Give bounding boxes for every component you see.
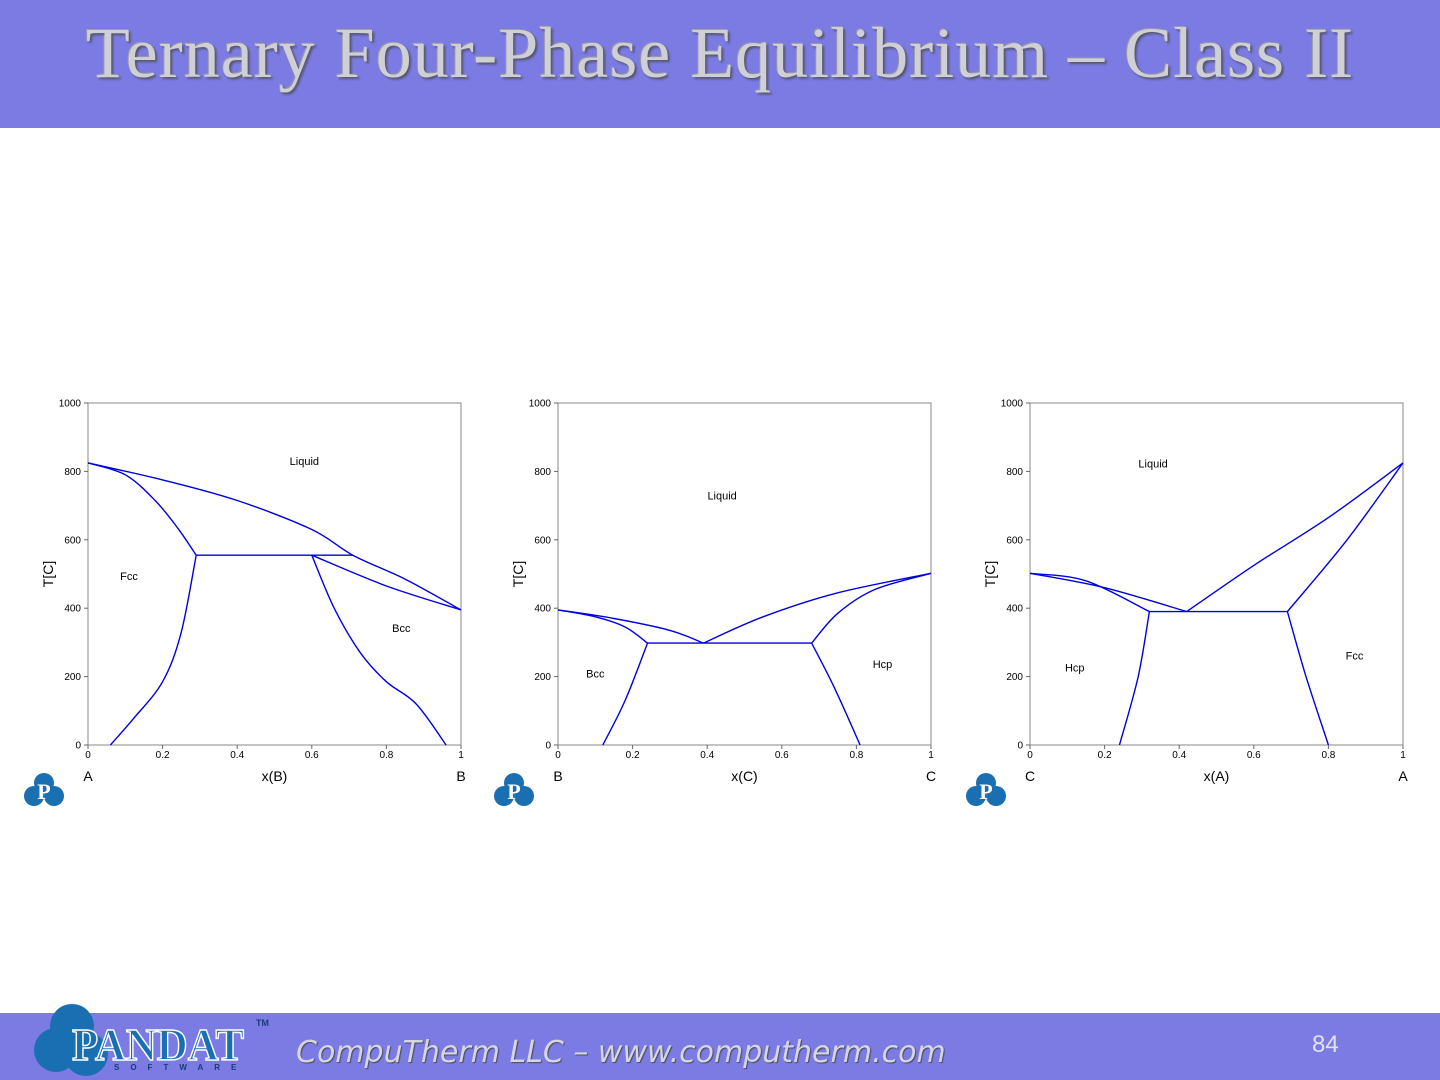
small-logo-letter: P (979, 779, 992, 804)
pandat-logo: PANDAT TM SOFTWARE (34, 1004, 269, 1076)
x-tick-label: 0.2 (1098, 750, 1112, 761)
logo-subtext: SOFTWARE (114, 1063, 247, 1072)
x-tick-label: 1 (458, 750, 464, 761)
x-tick-label: 0.4 (1172, 750, 1186, 761)
plot-frame (87, 402, 462, 746)
logo-blob-icon (64, 1032, 108, 1076)
logo-wordmark: PANDAT (72, 1019, 244, 1070)
y-axis-label: T[C] (982, 561, 998, 587)
y-tick-label: 400 (1006, 604, 1023, 615)
y-tick-label: 200 (1006, 672, 1023, 683)
y-tick-label: 200 (534, 672, 551, 683)
pandat-small-logo-icon: P (966, 773, 1006, 806)
phase-boundary-line (1118, 611, 1151, 746)
y-tick-label: 0 (545, 741, 551, 752)
y-tick-label: 0 (1017, 741, 1023, 752)
x-tick-label: 0.4 (230, 750, 244, 761)
phase-boundary-line (602, 642, 649, 746)
y-tick-label: 200 (64, 672, 81, 683)
plot-frame (1029, 402, 1404, 746)
right-end-label: C (926, 768, 936, 784)
phase-boundary-line (557, 609, 704, 644)
phase-diagram-b-c-svg: 0 200 400 600 800 1000 0 0.2 0.4 0.6 0.8 1 x(C) B C T[C… (510, 399, 936, 785)
y-tick-label: 400 (64, 604, 81, 615)
pandat-small-logo-icon: P (24, 773, 64, 806)
phase-region-label: Fcc (1346, 651, 1364, 663)
page-number: 84 (1312, 1031, 1339, 1058)
x-tick-label: 0 (1027, 750, 1033, 761)
phase-boundary-line (703, 572, 932, 644)
footer-tagline: CompuTherm LLC – www.computherm.com (296, 1035, 946, 1070)
slide-title: Ternary Four-Phase Equilibrium – Class I… (85, 13, 1355, 93)
phase-boundary-line (109, 555, 197, 746)
y-tick-label: 600 (1006, 535, 1023, 546)
y-tick-label: 800 (534, 467, 551, 478)
y-tick-label: 600 (534, 535, 551, 546)
y-tick-label: 800 (1006, 467, 1023, 478)
phase-diagram-a-b-svg: 0 200 400 600 800 1000 0 0.2 0.4 0.6 0.8 1 x(B) A B T[C… (40, 399, 466, 785)
x-tick-label: 0 (555, 750, 561, 761)
x-axis-label: x(B) (262, 768, 288, 784)
phase-region-label: Hcp (1065, 662, 1085, 674)
phase-region-label: Liquid (290, 456, 319, 468)
left-end-label: A (83, 768, 93, 784)
x-tick-label: 0.2 (156, 750, 170, 761)
y-tick-label: 800 (64, 467, 81, 478)
phase-region-label: Hcp (873, 659, 893, 671)
pandat-small-logo-icon: P (494, 773, 534, 806)
x-axis-label: x(A) (1204, 768, 1230, 784)
x-tick-label: 0.6 (775, 750, 789, 761)
y-tick-label: 0 (75, 741, 81, 752)
phase-boundary-line (87, 462, 462, 611)
y-tick-label: 400 (534, 604, 551, 615)
x-tick-label: 1 (928, 750, 934, 761)
small-logo-letter: P (507, 779, 520, 804)
phase-boundary-line (1286, 462, 1404, 613)
phase-region-label: Bcc (586, 668, 605, 680)
phase-diagram-a-b: 0 200 400 600 800 1000 0 0.2 0.4 0.6 0.8 1 x(B) A B T[C… (0, 390, 470, 810)
y-tick-label: 1000 (1001, 399, 1024, 410)
right-end-label: A (1398, 768, 1408, 784)
x-axis-label: x(C) (731, 768, 757, 784)
phase-boundary-line (1186, 462, 1404, 613)
x-tick-label: 0.2 (626, 750, 640, 761)
phase-boundary-line (1286, 611, 1330, 746)
x-tick-label: 0.6 (1247, 750, 1261, 761)
phase-diagram-c-a-svg: 0 200 400 600 800 1000 0 0.2 0.4 0.6 0.8 1 x(A) C A T[C… (982, 399, 1408, 785)
phase-diagram-b-c: 0 200 400 600 800 1000 0 0.2 0.4 0.6 0.8 1 x(C) B C T[C… (470, 390, 940, 810)
x-tick-label: 1 (1400, 750, 1406, 761)
phase-boundary-line (1029, 572, 1187, 613)
phase-boundary-line (811, 572, 932, 644)
y-tick-label: 1000 (59, 399, 82, 410)
phase-boundary-line (311, 554, 447, 746)
phase-boundary-line (87, 462, 197, 556)
left-end-label: C (1025, 768, 1035, 784)
logo-trademark: TM (256, 1018, 269, 1028)
x-tick-label: 0 (85, 750, 91, 761)
phase-region-label: Liquid (707, 490, 736, 502)
x-tick-label: 0.8 (1321, 750, 1335, 761)
right-end-label: B (456, 768, 465, 784)
title-band: Ternary Four-Phase Equilibrium – Class I… (0, 0, 1440, 128)
phase-region-label: Liquid (1138, 458, 1167, 470)
y-tick-label: 600 (64, 535, 81, 546)
phase-region-label: Bcc (392, 623, 411, 635)
x-tick-label: 0.8 (379, 750, 393, 761)
x-tick-label: 0.6 (305, 750, 319, 761)
phase-boundary-line (810, 642, 861, 746)
phase-diagram-c-a: 0 200 400 600 800 1000 0 0.2 0.4 0.6 0.8 1 x(A) C A T[C… (942, 390, 1412, 810)
y-tick-label: 1000 (529, 399, 552, 410)
plot-frame (557, 402, 932, 746)
phase-region-label: Fcc (120, 571, 138, 583)
y-axis-label: T[C] (40, 561, 56, 587)
small-logo-letter: P (37, 779, 50, 804)
y-axis-label: T[C] (510, 561, 526, 587)
phase-boundary-line (311, 554, 462, 611)
phase-boundary-line (1029, 572, 1150, 613)
left-end-label: B (553, 768, 562, 784)
phase-boundary-line (557, 609, 648, 644)
x-tick-label: 0.4 (700, 750, 714, 761)
x-tick-label: 0.8 (849, 750, 863, 761)
footer-band: CompuTherm LLC – www.computherm.com 84 (0, 1013, 1440, 1080)
